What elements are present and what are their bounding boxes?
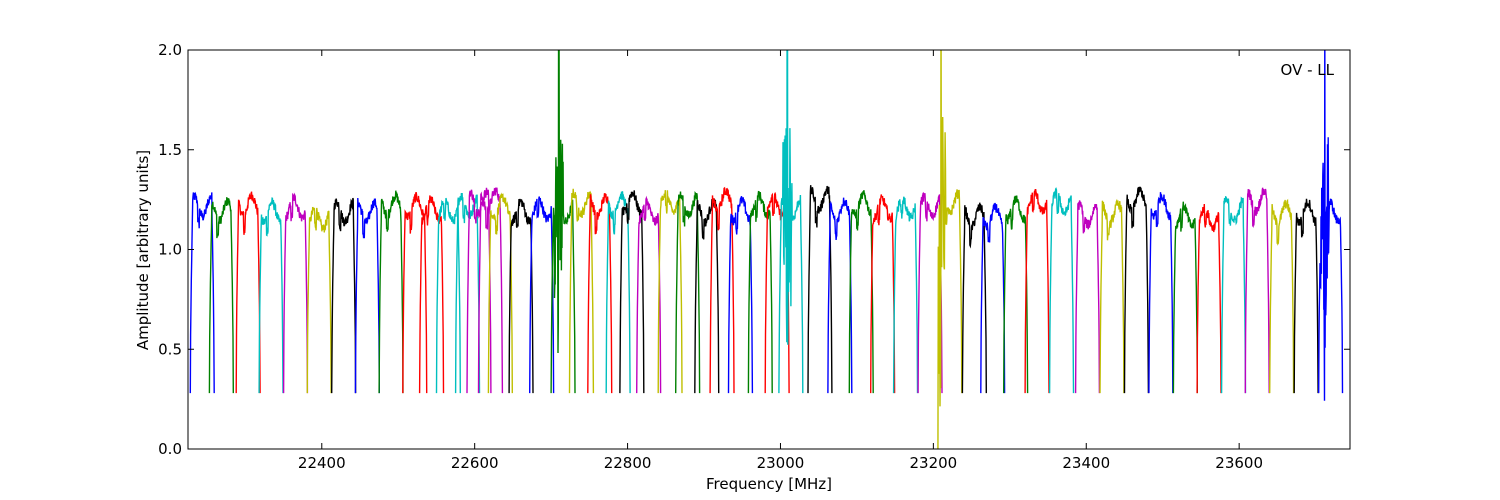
subband-trace <box>1048 187 1075 394</box>
subband-trace <box>709 186 735 394</box>
subband-trace <box>961 202 987 394</box>
subband-trace <box>980 202 1006 394</box>
subband-trace <box>258 197 284 394</box>
subband-trace <box>306 206 332 394</box>
subband-trace <box>568 188 595 394</box>
subband-trace <box>619 190 645 394</box>
subband-trace <box>848 190 874 394</box>
series-layer <box>189 50 1344 449</box>
tick-layer: 22400 22600 22800 23000 23200 23400 23600 0.0 0.… <box>158 41 1350 472</box>
x-tick-label: 23600 <box>1215 454 1263 472</box>
subband-trace <box>870 194 896 394</box>
subband-trace <box>354 197 380 394</box>
subband-trace <box>1268 198 1295 394</box>
chart-annotation: OV - LL <box>1281 61 1335 79</box>
subband-trace <box>1024 188 1050 394</box>
subband-trace <box>675 191 701 394</box>
subband-trace <box>435 197 461 394</box>
subband-trace <box>1074 200 1101 394</box>
subband-trace <box>402 191 428 394</box>
subband-trace <box>778 50 804 394</box>
subband-trace <box>282 192 309 394</box>
subband-trace <box>487 192 513 394</box>
subband-trace <box>917 191 943 394</box>
y-tick-label: 1.0 <box>158 241 182 259</box>
x-tick-label: 22400 <box>298 454 346 472</box>
subband-trace <box>1220 196 1247 394</box>
subband-trace <box>378 190 404 394</box>
x-tick-label: 23000 <box>757 454 805 472</box>
x-tick-label: 23200 <box>910 454 958 472</box>
subband-trace <box>1148 192 1174 394</box>
x-axis-label: Frequency [MHz] <box>706 475 832 493</box>
subband-trace <box>208 197 234 394</box>
subband-trace <box>529 196 555 394</box>
x-tick-label: 22600 <box>451 454 499 472</box>
y-tick-label: 1.5 <box>158 141 182 159</box>
subband-trace <box>1244 187 1270 394</box>
subband-trace <box>235 191 261 394</box>
subband-trace <box>454 192 481 394</box>
y-tick-label: 0.0 <box>158 440 182 458</box>
subband-trace <box>937 50 963 449</box>
subband-trace <box>1003 195 1029 394</box>
subband-trace <box>1196 203 1222 394</box>
x-tick-label: 22800 <box>604 454 652 472</box>
subband-trace <box>1123 186 1150 394</box>
subband-trace <box>747 190 773 394</box>
y-tick-label: 0.5 <box>158 340 182 358</box>
subband-trace <box>1317 50 1344 401</box>
y-axis-label: Amplitude [arbitrary units] <box>134 150 152 350</box>
subband-trace <box>892 196 919 394</box>
subband-trace <box>466 187 492 394</box>
subband-trace <box>636 195 662 394</box>
subband-trace <box>418 195 445 394</box>
subband-trace <box>189 191 215 394</box>
subband-trace <box>1099 198 1125 394</box>
subband-trace <box>827 197 853 394</box>
x-tick-label: 23400 <box>1062 454 1110 472</box>
y-tick-label: 2.0 <box>158 41 182 59</box>
subband-trace <box>1172 201 1199 394</box>
subband-trace <box>1293 198 1319 394</box>
subband-trace <box>477 187 504 394</box>
subband-trace <box>807 185 833 394</box>
subband-trace <box>331 197 357 394</box>
subband-trace <box>727 196 754 394</box>
subband-trace <box>587 193 613 394</box>
subband-trace <box>508 198 534 394</box>
